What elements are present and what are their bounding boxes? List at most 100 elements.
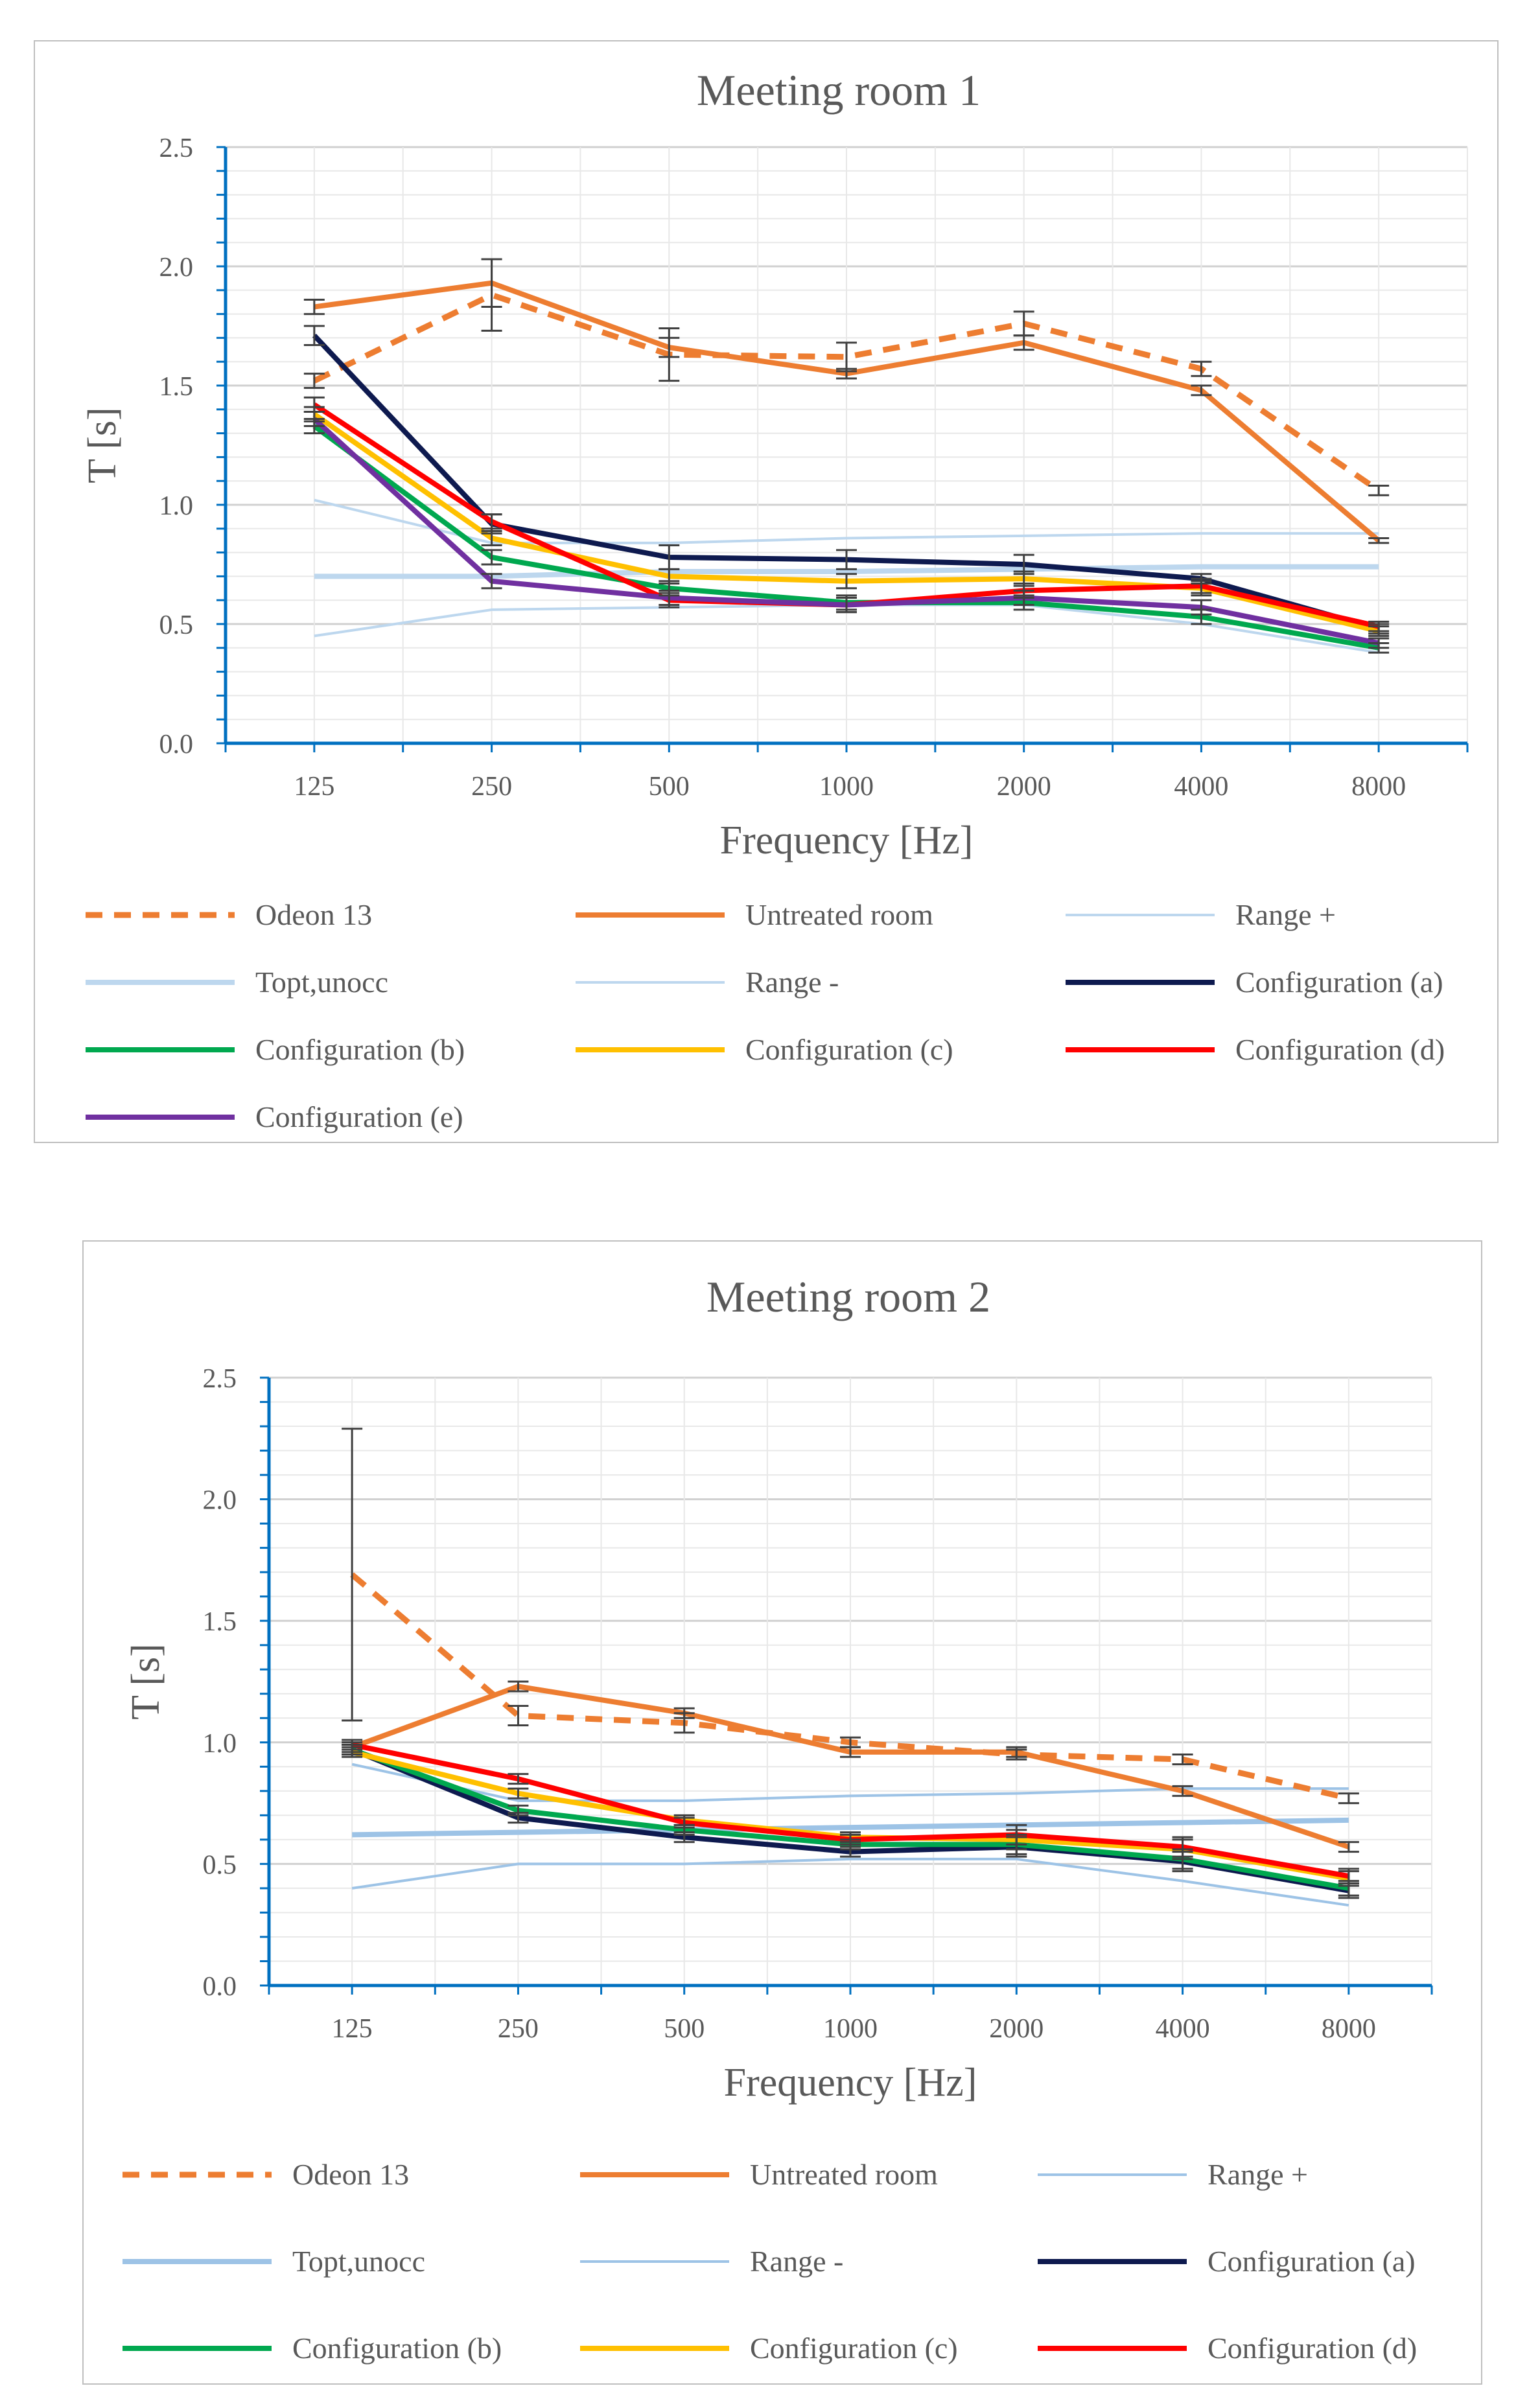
x-tick-label: 250 (471, 772, 512, 802)
chart-panel-meeting-room-2: Meeting room 2 0.0 0.5 1.0 1.5 2.0 2.5 125 250 50… (82, 1240, 1482, 2385)
error-bar-untreated-room (481, 258, 502, 308)
x-tick-label: 250 (498, 2014, 539, 2044)
legend-label-configuration-d: Configuration (d) (1208, 2332, 1417, 2365)
series-line-range (351, 1857, 1349, 1907)
y-tick-label: 1.5 (159, 372, 194, 402)
error-bar-configuration-d (840, 1833, 861, 1846)
y-tick-label: 2.5 (203, 1364, 237, 1394)
x-tick-label: 4000 (1174, 772, 1228, 802)
error-bar-untreated-room (840, 1746, 861, 1758)
error-bar-odeon-13 (1191, 360, 1212, 377)
error-bar-configuration-c (481, 529, 502, 547)
legend-label-configuration-e: Configuration (e) (255, 1100, 463, 1133)
error-bar-configuration-e (836, 597, 857, 614)
y-axis-label: T [s] (80, 407, 124, 483)
error-bar-odeon-13 (342, 1428, 363, 1722)
error-bar-configuration-d (1191, 577, 1212, 594)
error-bar-configuration-e (1013, 589, 1034, 607)
x-tick-label: 4000 (1156, 2014, 1210, 2044)
error-bar-untreated-room (836, 367, 857, 380)
legend-label-configuration-b: Configuration (b) (255, 1033, 465, 1066)
error-bar-configuration-c (836, 573, 857, 590)
y-tick-label: 0.5 (203, 1850, 237, 1880)
error-bar-configuration-b (508, 1804, 529, 1816)
error-bar-untreated-room (1006, 1746, 1027, 1758)
error-bar-configuration-d (1006, 1823, 1027, 1846)
y-tick-label: 0.0 (203, 1972, 237, 2002)
error-bar-configuration-d (481, 513, 502, 530)
chart-title: Meeting room 2 (706, 1272, 990, 1321)
y-tick-label: 2.0 (159, 253, 194, 283)
legend-label-configuration-d: Configuration (d) (1235, 1033, 1445, 1066)
x-axis-label: Frequency [Hz] (724, 2061, 977, 2105)
error-bar-configuration-e (659, 589, 680, 607)
x-tick-label: 8000 (1351, 772, 1406, 802)
y-tick-label: 2.5 (159, 133, 194, 163)
error-bar-untreated-room (303, 299, 325, 316)
x-tick-label: 500 (649, 772, 690, 802)
legend-label-topt-unocc: Topt,unocc (255, 966, 388, 999)
y-tick-label: 1.0 (203, 1729, 237, 1759)
error-bar-odeon-13 (303, 373, 325, 389)
series-line-topt-unocc (352, 1817, 1349, 1838)
error-bar-configuration-d (1368, 620, 1390, 632)
error-bar-untreated-room (673, 1707, 695, 1719)
gridlines (268, 1376, 1432, 1985)
legend-label-configuration-a: Configuration (a) (1235, 966, 1443, 999)
error-bar-configuration-b (481, 549, 502, 566)
y-tick-label: 1.0 (159, 491, 194, 521)
error-bar-configuration-a (303, 325, 325, 346)
legend-label-configuration-b: Configuration (b) (292, 2332, 502, 2365)
x-tick-label: 1000 (819, 772, 874, 802)
error-bar-configuration-d (508, 1773, 529, 1785)
error-bar-configuration-e (481, 573, 502, 590)
y-tick-label: 2.0 (203, 1486, 237, 1516)
error-bar-odeon-13 (508, 1705, 529, 1727)
x-tick-label: 500 (664, 2014, 705, 2044)
y-tick-label: 1.5 (203, 1607, 237, 1637)
error-bar-untreated-room (508, 1680, 529, 1693)
y-axis-label: T [s] (124, 1643, 168, 1720)
error-bar-configuration-c (508, 1787, 529, 1800)
legend-label-range: Range - (745, 966, 839, 999)
error-bar-untreated-room (1013, 334, 1034, 351)
error-bar-untreated-room (1368, 537, 1390, 544)
chart-title: Meeting room 1 (697, 65, 981, 115)
x-tick-label: 125 (332, 2014, 373, 2044)
legend-label-odeon-13: Odeon 13 (255, 898, 372, 931)
x-axis-label: Frequency [Hz] (720, 818, 974, 862)
error-bar-untreated-room (659, 336, 680, 358)
x-tick-label: 1000 (823, 2014, 878, 2044)
x-tick-label: 2000 (997, 772, 1051, 802)
x-tick-label: 125 (294, 772, 334, 802)
x-tick-label: 2000 (989, 2014, 1044, 2044)
legend-label-configuration-c: Configuration (c) (745, 1033, 953, 1066)
gridlines (225, 146, 1468, 743)
error-bar-configuration-c (659, 568, 680, 585)
y-tick-label: 0.5 (159, 610, 194, 640)
legend-label-configuration-c: Configuration (c) (750, 2332, 958, 2365)
legend-label-topt-unocc: Topt,unocc (292, 2245, 425, 2278)
error-bar-configuration-d (673, 1816, 695, 1829)
legend-label-odeon-13: Odeon 13 (292, 2158, 409, 2191)
x-tick-label: 8000 (1322, 2014, 1376, 2044)
error-bar-odeon-13 (1172, 1754, 1193, 1766)
legend-label-configuration-a: Configuration (a) (1208, 2245, 1416, 2278)
error-bar-odeon-13 (1368, 485, 1390, 496)
legend-label-untreated-room: Untreated room (745, 898, 933, 931)
legend-label-range: Range + (1235, 898, 1336, 931)
error-bar-untreated-room (1191, 384, 1212, 397)
error-bar-untreated-room (1172, 1785, 1193, 1797)
error-bar-configuration-d (1172, 1836, 1193, 1858)
error-bar-configuration-e (1368, 637, 1390, 649)
chart-svg-meeting-room-1: Meeting room 1 0.0 0.5 1.0 1.5 2.0 2.5 125 250 50… (80, 65, 1469, 1133)
legend-label-range: Range - (750, 2245, 843, 2278)
error-bar-untreated-room (1338, 1841, 1359, 1853)
error-bar-configuration-a (836, 549, 857, 570)
error-bar-configuration-d (1338, 1868, 1359, 1884)
error-bar-configuration-e (1191, 599, 1212, 616)
error-bar-configuration-e (303, 410, 325, 428)
error-bar-odeon-13 (1338, 1792, 1359, 1805)
chart-panel-meeting-room-1: Meeting room 1 0.0 0.5 1.0 1.5 2.0 2.5 125 250 50… (34, 40, 1499, 1143)
chart-svg-meeting-room-2: Meeting room 2 0.0 0.5 1.0 1.5 2.0 2.5 125 250 50… (122, 1272, 1433, 2365)
